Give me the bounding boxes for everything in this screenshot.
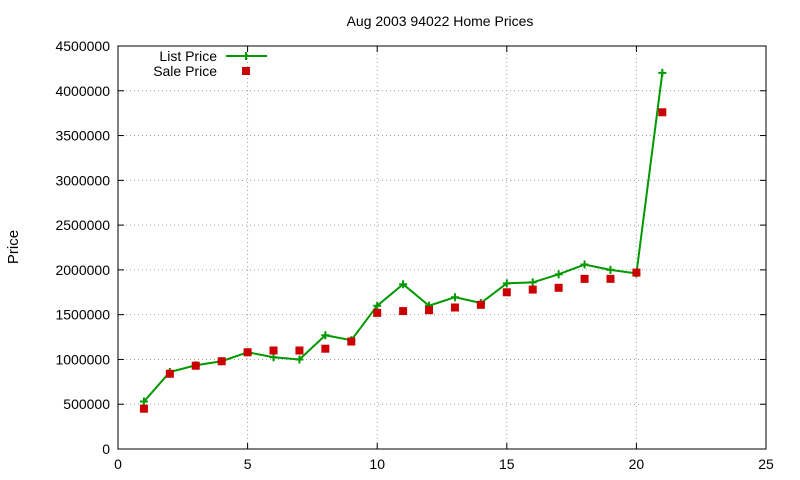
plot-area [139,68,667,413]
legend-label-list-price: List Price [159,48,217,64]
data-point-list-price [321,331,330,340]
data-point-sale-price [502,288,511,297]
data-point-sale-price [554,283,563,292]
x-tick-label: 15 [499,456,515,472]
data-point-list-price [580,260,589,269]
data-point-list-price [554,270,563,279]
data-point-sale-price [165,369,174,378]
data-point-sale-price [580,274,589,283]
data-point-sale-price [217,357,226,366]
series-list-price [139,68,667,406]
plot-frame [117,45,767,450]
x-tick-label: 5 [244,456,252,472]
legend-marker-sale-price [242,67,250,75]
x-tick-label: 25 [758,456,774,472]
y-tick-label: 2000000 [55,262,110,278]
data-point-sale-price [425,306,434,315]
y-tick-label: 3000000 [55,172,110,188]
data-point-sale-price [347,337,356,346]
legend-marker-list-price [242,52,250,60]
data-point-list-price [528,278,537,287]
data-point-list-price [269,353,278,362]
data-point-sale-price [139,404,148,413]
data-point-sale-price [321,344,330,353]
y-tick-label: 0 [102,441,110,457]
legend-label-sale-price: Sale Price [153,63,217,79]
data-point-list-price [373,301,382,310]
y-tick-label: 4000000 [55,83,110,99]
data-point-list-price [606,265,615,274]
x-tick-label: 10 [369,456,385,472]
series-line-list-price [143,72,664,403]
y-tick-label: 2500000 [55,217,110,233]
data-point-sale-price [269,346,278,355]
data-point-list-price [139,397,148,406]
grid [118,46,766,449]
y-tick-label: 1500000 [55,307,110,323]
y-tick-label: 1000000 [55,351,110,367]
series-sale-price [139,108,667,413]
data-point-sale-price [399,307,408,316]
x-tick-label: 20 [629,456,645,472]
data-point-sale-price [295,346,304,355]
data-point-list-price [450,293,459,302]
data-point-list-price [658,68,667,77]
y-tick-label: 3500000 [55,128,110,144]
data-point-list-price [399,280,408,289]
data-point-sale-price [191,361,200,370]
y-tick-label: 4500000 [55,38,110,54]
data-point-list-price [295,355,304,364]
x-tick-label: 0 [114,456,122,472]
data-point-list-price [502,279,511,288]
chart-title: Aug 2003 94022 Home Prices [347,13,534,29]
data-point-sale-price [476,300,485,309]
axes: 0 5 10 15 20 25 0 500000 1000000 1500000 2000000 25… [55,38,774,472]
data-point-sale-price [373,308,382,317]
data-point-sale-price [243,348,252,357]
data-point-sale-price [632,268,641,277]
data-point-sale-price [658,108,667,117]
y-axis-label: Price [5,230,22,264]
data-point-sale-price [528,285,537,294]
y-tick-label: 500000 [63,396,110,412]
data-point-sale-price [606,274,615,283]
data-point-sale-price [450,303,459,312]
